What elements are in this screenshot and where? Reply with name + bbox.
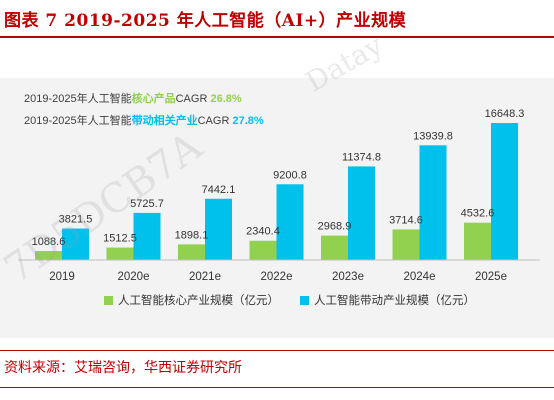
cagr-annotation-1: 2019-2025年人工智能核心产品CAGR 26.8% <box>24 91 242 105</box>
bar-core-2024e <box>392 229 420 260</box>
value-label-driven-2022e: 9200.8 <box>273 169 307 181</box>
bar-driven-2019 <box>62 228 89 260</box>
x-tick-label-2022e: 2022e <box>261 271 293 283</box>
bar-driven-2024e <box>419 145 447 260</box>
bar-driven-2021e <box>205 198 232 260</box>
legend: 人工智能核心产业规模（亿元） 人工智能带动产业规模（亿元） <box>104 293 475 307</box>
value-label-driven-2024e: 13939.8 <box>413 130 453 142</box>
figure-title: 图表 7 2019-2025 年人工智能（AI+）产业规模 <box>4 11 407 31</box>
value-label-core-2025e: 4532.6 <box>461 208 495 220</box>
cagr-annotations: 2019-2025年人工智能核心产品CAGR 26.8%2019-2025年人工… <box>24 91 264 127</box>
value-label-driven-2019: 3821.5 <box>59 214 93 226</box>
source-note: 资料来源：艾瑞咨询，华西证券研究所 <box>4 360 242 376</box>
value-label-core-2023e: 2968.9 <box>318 221 352 233</box>
legend-label-driven: 人工智能带动产业规模（亿元） <box>314 293 475 307</box>
source-divider <box>0 350 554 351</box>
bar-core-2019 <box>35 251 62 260</box>
x-tick-label-2019: 2019 <box>49 271 75 283</box>
value-label-driven-2020e: 5725.7 <box>130 198 164 210</box>
x-tick-label-2025e: 2025e <box>475 271 507 283</box>
legend-swatch-driven <box>300 296 309 305</box>
cagr-annotation-2-part-3: 27.8% <box>232 115 263 127</box>
bar-driven-2022e <box>276 184 304 260</box>
title-divider <box>0 36 554 38</box>
value-labels: 1088.6 3821.5 1512.5 5725.7 1898.1 7442.1 2340… <box>32 108 525 248</box>
cagr-annotation-1-part-3: 26.8% <box>210 93 241 105</box>
value-label-core-2019: 1088.6 <box>32 236 66 248</box>
bar-driven-2023e <box>348 166 375 260</box>
bar-core-2025e <box>464 222 491 260</box>
bottom-divider <box>0 387 554 388</box>
bar-core-2022e <box>249 240 277 260</box>
x-tick-label-2023e: 2023e <box>332 271 364 283</box>
value-label-core-2020e: 1512.5 <box>103 233 137 245</box>
cagr-annotation-2: 2019-2025年人工智能带动相关产业CAGR 27.8% <box>24 113 264 127</box>
value-label-core-2021e: 1898.1 <box>175 229 209 241</box>
value-label-core-2022e: 2340.4 <box>246 226 280 238</box>
value-label-driven-2023e: 11374.8 <box>342 151 381 163</box>
bar-chart: 2019-2025年人工智能核心产品CAGR 26.8%2019-2025年人工… <box>18 91 540 307</box>
cagr-annotation-1-part-2: CAGR <box>176 93 211 105</box>
value-label-driven-2025e: 16648.3 <box>485 108 525 120</box>
bar-driven-2020e <box>133 212 161 260</box>
cagr-annotation-2-part-2: CAGR <box>198 115 233 127</box>
x-tick-label-2024e: 2024e <box>404 271 436 283</box>
cagr-annotation-2-part-0: 2019-2025年人工智能 <box>24 113 132 127</box>
x-tick-label-2020e: 2020e <box>118 271 150 283</box>
legend-label-core: 人工智能核心产业规模（亿元） <box>118 293 279 307</box>
legend-swatch-core <box>104 296 113 305</box>
value-label-driven-2021e: 7442.1 <box>202 184 236 196</box>
cagr-annotation-1-part-0: 2019-2025年人工智能 <box>24 91 132 105</box>
cagr-annotation-1-part-1: 核心产品 <box>132 91 176 105</box>
bars <box>35 123 518 260</box>
bar-core-2023e <box>321 235 348 260</box>
bar-core-2021e <box>178 244 205 260</box>
bar-core-2020e <box>106 247 134 260</box>
bar-driven-2025e <box>491 123 518 260</box>
cagr-annotation-2-part-1: 带动相关产业 <box>132 113 198 127</box>
x-tick-label-2021e: 2021e <box>189 271 221 283</box>
x-tick-labels: 2019 2020e 2021e 2022e 2023e 2024e 2025e <box>49 271 507 283</box>
value-label-core-2024e: 3714.6 <box>389 214 423 226</box>
